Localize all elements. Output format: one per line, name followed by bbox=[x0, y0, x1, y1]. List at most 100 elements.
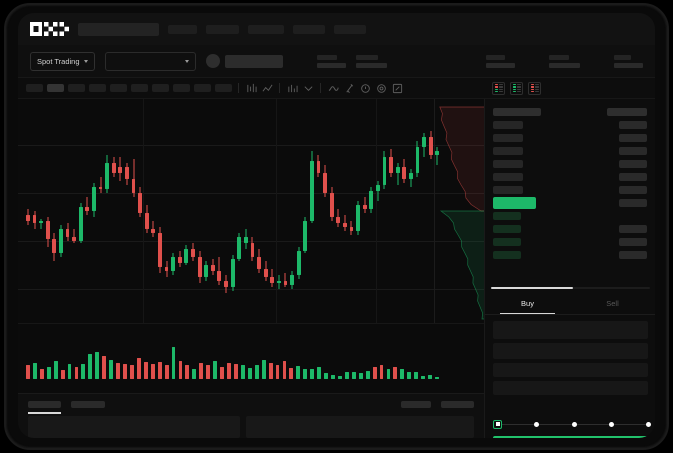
price-field[interactable] bbox=[493, 343, 648, 359]
current-pair-badge[interactable] bbox=[205, 54, 283, 68]
timeframe-button-6[interactable] bbox=[131, 84, 148, 92]
candle bbox=[210, 99, 215, 323]
orderbook-both-icon[interactable] bbox=[492, 81, 505, 95]
orderbook-bid-row[interactable] bbox=[493, 209, 647, 222]
bottom-tab-action-2[interactable] bbox=[441, 400, 474, 408]
timeframe-button-3[interactable] bbox=[68, 84, 85, 92]
orderbook-ask-row[interactable] bbox=[493, 131, 647, 144]
total-field[interactable] bbox=[493, 381, 648, 395]
line-chart-icon[interactable] bbox=[261, 82, 273, 94]
pair-name bbox=[224, 54, 283, 68]
right-panel: Buy Sell bbox=[484, 99, 655, 438]
bottom-tab-action-1[interactable] bbox=[401, 400, 431, 408]
volume-bar bbox=[435, 376, 439, 379]
orderbook-bid-row[interactable] bbox=[493, 248, 647, 261]
tab-buy[interactable]: Buy bbox=[485, 293, 570, 314]
toolbar-divider bbox=[320, 83, 321, 93]
order-type-field[interactable] bbox=[493, 321, 648, 339]
stepper-step-3[interactable] bbox=[571, 421, 577, 427]
timeframe-button-7[interactable] bbox=[152, 84, 169, 92]
candle bbox=[276, 99, 281, 323]
volume-chart[interactable] bbox=[18, 323, 484, 393]
candle bbox=[26, 99, 30, 323]
stepper-step-4[interactable] bbox=[608, 421, 614, 427]
timeframe-button-1[interactable] bbox=[26, 84, 43, 92]
orderbook-bid-row[interactable] bbox=[493, 235, 647, 248]
indicator-icon[interactable] bbox=[286, 82, 298, 94]
price-chart[interactable] bbox=[18, 99, 484, 323]
volume-bar bbox=[421, 375, 426, 379]
volume-bar bbox=[116, 363, 120, 379]
stepper-track bbox=[576, 423, 609, 425]
orderbook-bids-icon[interactable] bbox=[510, 81, 523, 95]
orderbook-ask-row[interactable] bbox=[493, 144, 647, 157]
volume-bar bbox=[95, 351, 100, 379]
volume-bar bbox=[136, 358, 141, 379]
candle bbox=[151, 99, 156, 323]
orderbook-asks-icon[interactable] bbox=[528, 81, 541, 95]
orderbook-scrollbar-thumb[interactable] bbox=[491, 287, 573, 289]
trend-line-icon[interactable] bbox=[327, 82, 339, 94]
volume-bar bbox=[192, 368, 197, 379]
orderbook-bid-row[interactable] bbox=[493, 222, 647, 235]
tab-sell[interactable]: Sell bbox=[606, 299, 619, 308]
timeframe-button-9[interactable] bbox=[194, 84, 211, 92]
candle bbox=[402, 99, 407, 323]
stat-label bbox=[614, 54, 631, 60]
candle bbox=[158, 99, 162, 323]
timeframe-button-8[interactable] bbox=[173, 84, 190, 92]
timeframe-button-4[interactable] bbox=[89, 84, 106, 92]
amount-percent-stepper[interactable] bbox=[493, 418, 651, 430]
timeframe-button-10[interactable] bbox=[215, 84, 232, 92]
trading-mode-selector[interactable]: Spot Trading bbox=[30, 51, 95, 71]
timeframe-button-5[interactable] bbox=[110, 84, 127, 92]
orderbook-view-mode-bar bbox=[484, 78, 655, 99]
nav-item-5[interactable] bbox=[334, 24, 366, 34]
candlestick-series bbox=[18, 99, 484, 323]
volume-bar bbox=[220, 366, 224, 379]
volume-bar bbox=[303, 368, 308, 379]
nav-item-4[interactable] bbox=[293, 24, 325, 34]
settings-icon[interactable] bbox=[375, 82, 387, 94]
bottom-tab-open-orders[interactable] bbox=[28, 400, 61, 414]
amount-field[interactable] bbox=[493, 363, 648, 377]
volume-bar bbox=[164, 365, 169, 379]
orderbook-ask-row[interactable] bbox=[493, 170, 647, 183]
timeframe-button-2[interactable] bbox=[47, 84, 64, 92]
volume-bar bbox=[414, 371, 419, 379]
stat-value bbox=[486, 62, 515, 68]
magnet-icon[interactable] bbox=[343, 82, 355, 94]
candle bbox=[85, 99, 90, 323]
stat-label bbox=[549, 54, 569, 60]
orderbook-ask-row[interactable] bbox=[493, 183, 647, 196]
search-input[interactable] bbox=[78, 22, 159, 36]
candlestick-chart-icon[interactable] bbox=[245, 82, 257, 94]
nav-item-2[interactable] bbox=[206, 24, 239, 34]
nav-item-1[interactable] bbox=[168, 24, 197, 34]
fullscreen-icon[interactable] bbox=[391, 82, 403, 94]
compare-icon[interactable] bbox=[302, 82, 314, 94]
candle bbox=[184, 99, 189, 323]
nav-item-3[interactable] bbox=[248, 24, 284, 34]
volume-bar bbox=[365, 371, 370, 379]
orderbook[interactable] bbox=[485, 99, 655, 291]
bottom-tab-order-history[interactable] bbox=[71, 400, 105, 408]
spread-indicator bbox=[493, 196, 536, 209]
volume-bar bbox=[150, 364, 155, 379]
stepper-step-1[interactable] bbox=[493, 419, 502, 429]
place-order-button[interactable] bbox=[493, 436, 651, 438]
orderbook-ask-row[interactable] bbox=[493, 157, 647, 170]
volume-bar bbox=[275, 364, 280, 379]
pair-select-dropdown[interactable] bbox=[104, 51, 196, 71]
stepper-step-5[interactable] bbox=[646, 421, 651, 427]
candle bbox=[78, 99, 83, 323]
orderbook-scrollbar[interactable] bbox=[491, 287, 650, 289]
okx-logo-icon[interactable] bbox=[30, 22, 69, 36]
alert-icon[interactable] bbox=[359, 82, 371, 94]
volume-bar bbox=[428, 375, 432, 379]
orderbook-ask-row[interactable] bbox=[493, 118, 647, 131]
top-navigation-bar bbox=[18, 13, 655, 45]
stepper-step-2[interactable] bbox=[534, 421, 540, 427]
volume-bar bbox=[379, 365, 384, 379]
volume-bar bbox=[46, 366, 51, 379]
